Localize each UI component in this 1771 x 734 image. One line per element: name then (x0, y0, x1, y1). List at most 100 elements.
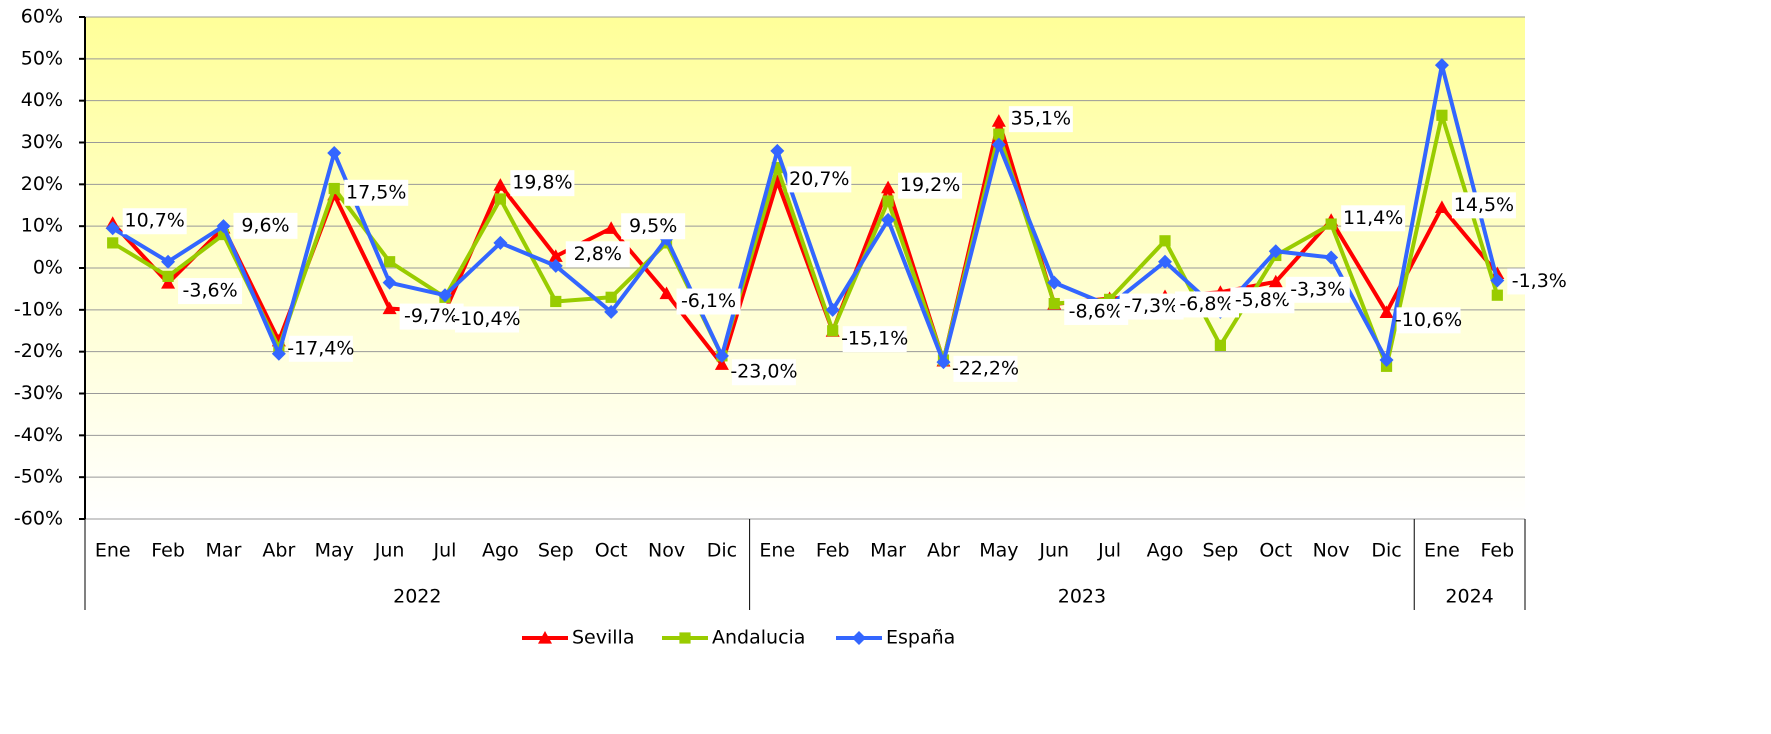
marker (384, 256, 396, 268)
value-label: 17,5% (346, 181, 406, 203)
marker (162, 270, 174, 282)
marker (659, 286, 674, 300)
x-tick-label: Sep (1202, 540, 1238, 562)
x-tick-label: Mar (206, 540, 242, 562)
y-tick-label: -20% (14, 340, 63, 362)
value-label: -22,2% (952, 357, 1019, 379)
marker (1047, 275, 1062, 290)
value-label: -15,1% (841, 328, 908, 350)
y-tick-label: -50% (14, 466, 63, 488)
y-tick-label: 50% (21, 47, 63, 69)
series-line (111, 119, 1499, 367)
value-label: -17,4% (287, 337, 354, 359)
marker (1268, 274, 1283, 288)
value-label-bg (565, 241, 630, 268)
marker (493, 235, 508, 250)
y-tick-label: 60% (21, 6, 63, 28)
marker (493, 178, 508, 191)
marker (1268, 244, 1283, 259)
value-label-bg (1396, 307, 1461, 334)
value-label: 20,7% (789, 168, 849, 190)
value-label-bg (1119, 293, 1184, 320)
marker (328, 182, 340, 195)
value-label: 14,5% (1454, 194, 1514, 216)
value-label: -1,3% (1512, 270, 1567, 292)
y-tick-label: 10% (21, 215, 63, 237)
value-label: -3,3% (1290, 278, 1345, 300)
value-label: -8,6% (1069, 300, 1124, 322)
marker (882, 195, 894, 207)
value-label: -6,1% (681, 290, 736, 312)
marker (771, 162, 783, 174)
value-label-bg (1507, 268, 1572, 295)
x-tick-label: Mar (870, 540, 906, 562)
marker (550, 295, 562, 308)
x-tick-label: Feb (816, 540, 850, 562)
value-label-bg (953, 355, 1018, 382)
marker (991, 114, 1006, 127)
group-label: 2023 (1058, 586, 1106, 608)
marker (382, 301, 397, 315)
marker (271, 346, 286, 361)
x-tick-label: Abr (927, 540, 960, 562)
marker (936, 355, 951, 370)
legend-label: Sevilla (572, 627, 634, 649)
marker (1490, 273, 1505, 288)
marker (1048, 297, 1060, 310)
value-label-bg (1230, 287, 1295, 314)
marker (605, 291, 617, 303)
x-tick-label: Dic (1371, 540, 1401, 562)
value-label-bg (122, 208, 187, 235)
legend-label: Andalucia (712, 627, 805, 649)
value-label: -7,3% (1124, 295, 1179, 317)
value-label-bg (1175, 291, 1239, 318)
marker (548, 258, 563, 273)
y-tick-label: -10% (14, 298, 63, 320)
marker (216, 219, 231, 234)
value-label-bg (288, 335, 353, 362)
marker (382, 275, 397, 290)
y-tick-label: -40% (14, 424, 63, 446)
x-tick-label: Ago (1147, 540, 1184, 562)
marker (1324, 250, 1339, 265)
marker (993, 128, 1005, 140)
value-label-bg (1064, 298, 1129, 325)
value-label: -10,4% (453, 308, 520, 330)
x-tick-label: Jun (1038, 540, 1069, 562)
value-label-bg (787, 166, 852, 193)
value-label-bg (510, 170, 575, 197)
x-tick-label: May (315, 540, 354, 562)
value-label: 35,1% (1011, 108, 1071, 130)
y-tick-label: 30% (21, 131, 63, 153)
value-label-bg (455, 306, 519, 333)
value-label-bg (731, 359, 796, 386)
marker (881, 180, 896, 194)
marker (1379, 305, 1394, 318)
marker (714, 357, 729, 370)
marker (1214, 339, 1226, 351)
marker (1159, 235, 1171, 247)
value-label-bg (344, 179, 409, 206)
x-tick-label: Ene (1424, 540, 1460, 562)
value-label: 19,2% (900, 174, 960, 196)
marker (107, 237, 119, 249)
marker (105, 221, 120, 236)
value-label-bg (621, 213, 686, 240)
y-tick-label: 0% (33, 257, 63, 279)
marker (1158, 254, 1172, 269)
legend-label: España (886, 627, 955, 649)
x-tick-label: Jul (1097, 540, 1121, 562)
marker (827, 325, 839, 337)
value-label-bg (178, 278, 243, 305)
y-tick-label: -60% (14, 508, 63, 530)
value-label-bg (1285, 276, 1350, 303)
marker (1434, 200, 1449, 213)
value-label: -5,8% (1235, 289, 1290, 311)
marker (825, 302, 840, 317)
x-tick-label: Ago (482, 540, 519, 562)
marker (494, 193, 506, 205)
value-label-bg (842, 326, 907, 353)
value-label-bg (233, 212, 298, 239)
marker (327, 145, 342, 160)
value-label: -10,6% (1395, 309, 1462, 331)
